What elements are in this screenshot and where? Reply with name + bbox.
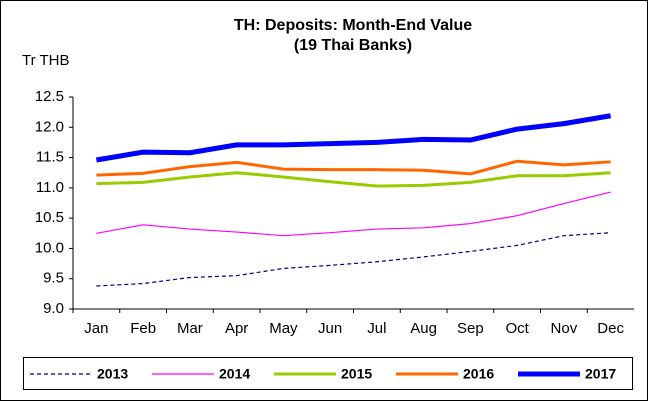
legend-label: 2016	[463, 366, 494, 382]
y-tick-label: 11.5	[36, 149, 64, 166]
y-axis-label: Tr THB	[22, 52, 70, 69]
series-line	[96, 191, 611, 237]
x-tick-label: Oct	[505, 320, 529, 337]
y-tick-label: 9.5	[43, 270, 64, 287]
y-tick-label: 10.5	[35, 209, 64, 226]
x-tick-label: Jun	[318, 320, 342, 337]
chart-subtitle: (19 Thai Banks)	[294, 37, 412, 54]
x-tick-label: Apr	[225, 320, 248, 337]
legend-label: 2015	[341, 366, 372, 382]
y-tick-label: 10.0	[35, 239, 64, 256]
x-tick-label: Aug	[410, 320, 437, 337]
chart-title: TH: Deposits: Month-End Value	[234, 17, 472, 34]
x-tick-label: Sep	[457, 320, 484, 337]
y-tick-label: 12.5	[35, 88, 64, 105]
x-tick-label: May	[269, 320, 298, 337]
y-tick-label: 12.0	[35, 118, 64, 135]
legend-label: 2014	[219, 366, 250, 382]
x-tick-label: Jan	[84, 320, 108, 337]
y-tick-label: 9.0	[43, 300, 64, 317]
series-line	[95, 113, 612, 163]
x-tick-label: Jul	[367, 320, 386, 337]
x-tick-label: Feb	[130, 320, 156, 337]
series-line	[96, 232, 611, 287]
x-tick-label: Dec	[597, 320, 624, 337]
series-line	[96, 171, 611, 188]
x-tick-label: Mar	[177, 320, 203, 337]
x-tick-label: Nov	[551, 320, 578, 337]
series-line	[96, 159, 611, 177]
legend-label: 2013	[97, 366, 128, 382]
legend-label: 2017	[585, 366, 616, 382]
y-tick-label: 11.0	[36, 179, 64, 196]
